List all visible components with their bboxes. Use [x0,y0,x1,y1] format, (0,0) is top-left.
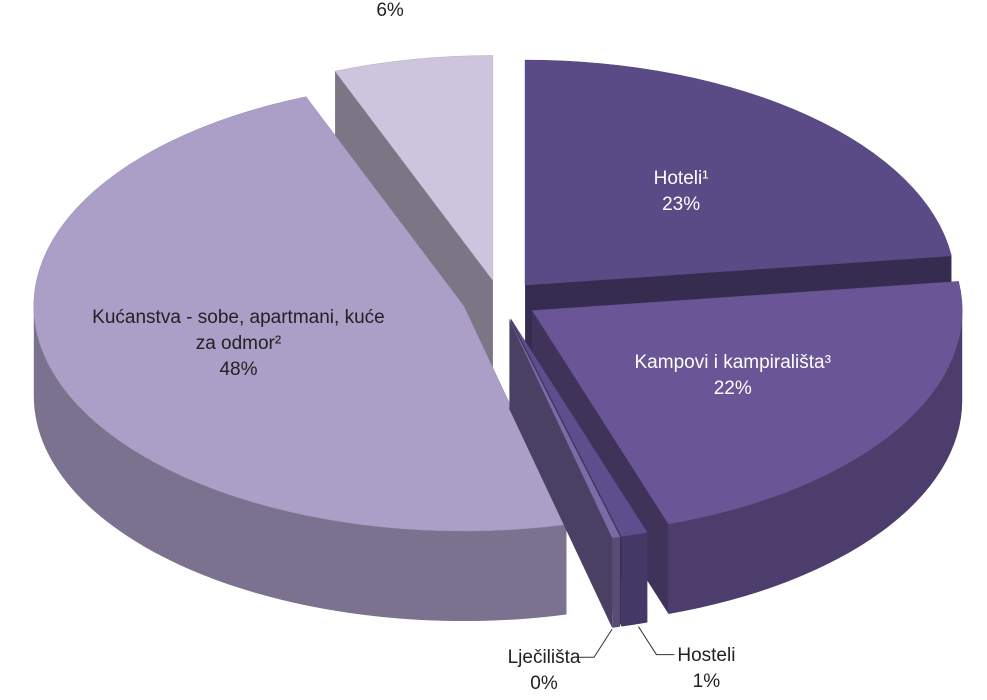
data-label: Ostali objekti6% [240,0,540,24]
category-label: Hosteli [677,644,736,666]
slice [524,59,952,286]
slice [33,96,567,532]
category-label: Kampovi i kampirališta³ [634,352,831,374]
value-label: 23% [662,194,701,216]
value-label: 6% [376,0,404,21]
slice [334,55,494,282]
category-label: Lječilišta [507,647,581,669]
leader-line [576,628,613,658]
value-label: 0% [530,673,558,695]
value-label: 48% [219,358,258,380]
data-label: Hosteli 1% [646,643,766,695]
value-label: 22% [713,378,752,400]
slice-side [509,319,613,628]
slice [531,281,963,525]
slice-side [621,532,648,627]
data-label: Hoteli¹ 23% [531,166,831,218]
slice [509,319,621,539]
value-label: 1% [692,670,721,692]
leader-line [637,626,675,656]
category-label: Kućanstva - sobe, apartmani, kuće za odm… [92,306,385,354]
slice [510,318,648,537]
data-label: Kampovi i kampirališta³ 22% [583,350,883,402]
slice-side [33,306,567,622]
data-label: Lječilišta 0% [484,645,604,697]
slice-side [668,310,963,614]
category-label: Hoteli¹ [653,168,709,190]
data-label: Kućanstva - sobe, apartmani, kuće za odm… [88,305,388,383]
slice-side [612,536,620,628]
